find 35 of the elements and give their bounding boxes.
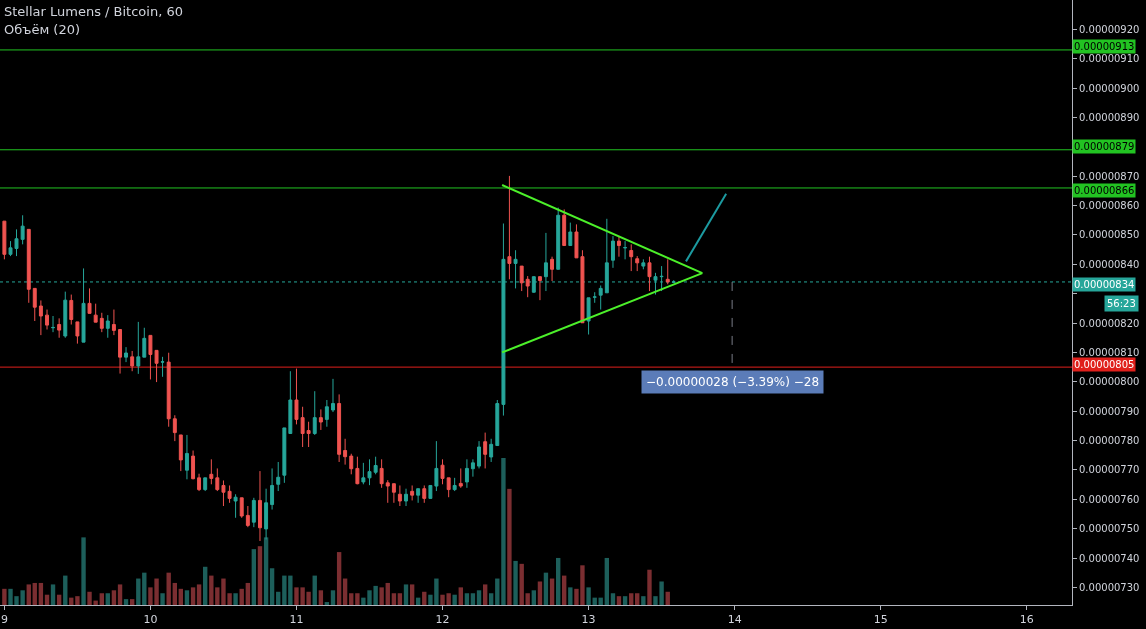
x-tick-label: 10 <box>143 613 158 627</box>
chart-title: Объём (20) <box>4 22 81 37</box>
x-tick-label: 13 <box>581 613 596 627</box>
x-tick-label: 16 <box>1019 613 1034 627</box>
y-tick-label: 0.00000840 <box>1079 258 1140 270</box>
y-tick-label: 0.00000730 <box>1079 581 1140 593</box>
y-tick-label: 0.00000870 <box>1079 170 1140 182</box>
x-tick-label: 12 <box>435 613 450 627</box>
chart-title: Stellar Lumens / Bitcoin, 60 <box>4 4 183 19</box>
annotation: −0.00000028 (−3.39%) −28 <box>646 375 820 389</box>
y-tick-label: 0.00000760 <box>1079 493 1140 505</box>
y-tick-label: 0.00000810 <box>1079 346 1140 358</box>
y-tick-label: 0.00000820 <box>1079 317 1140 329</box>
ref-line-label: 0.00000913 <box>1074 41 1135 52</box>
ref-line-label: 0.00000834 <box>1074 279 1135 290</box>
text: 56:23 <box>1107 298 1136 309</box>
y-tick-label: 0.00000780 <box>1079 435 1140 447</box>
x-tick-label: 14 <box>727 613 742 627</box>
y-tick-label: 0.00000740 <box>1079 552 1140 564</box>
y-tick-label: 0.00000850 <box>1079 229 1140 241</box>
y-tick-label: 0.00000900 <box>1079 82 1140 94</box>
y-tick-label: 0.00000910 <box>1079 53 1140 65</box>
y-tick-label: 0.00000920 <box>1079 23 1140 35</box>
x-tick-label: 11 <box>289 613 304 627</box>
y-tick-label: 0.00000790 <box>1079 405 1140 417</box>
ref-line-label: 0.00000879 <box>1074 141 1135 152</box>
ref-line-label: 0.00000866 <box>1074 185 1135 196</box>
x-tick-label: 9 <box>0 613 8 627</box>
y-tick-label: 0.00000860 <box>1079 200 1140 212</box>
y-tick-label: 0.00000800 <box>1079 376 1140 388</box>
y-tick-label: 0.00000890 <box>1079 111 1140 123</box>
x-tick-label: 15 <box>873 613 888 627</box>
ref-line-label: 0.00000805 <box>1074 359 1135 370</box>
y-tick-label: 0.00000770 <box>1079 464 1140 476</box>
y-tick-label: 0.00000750 <box>1079 523 1140 535</box>
